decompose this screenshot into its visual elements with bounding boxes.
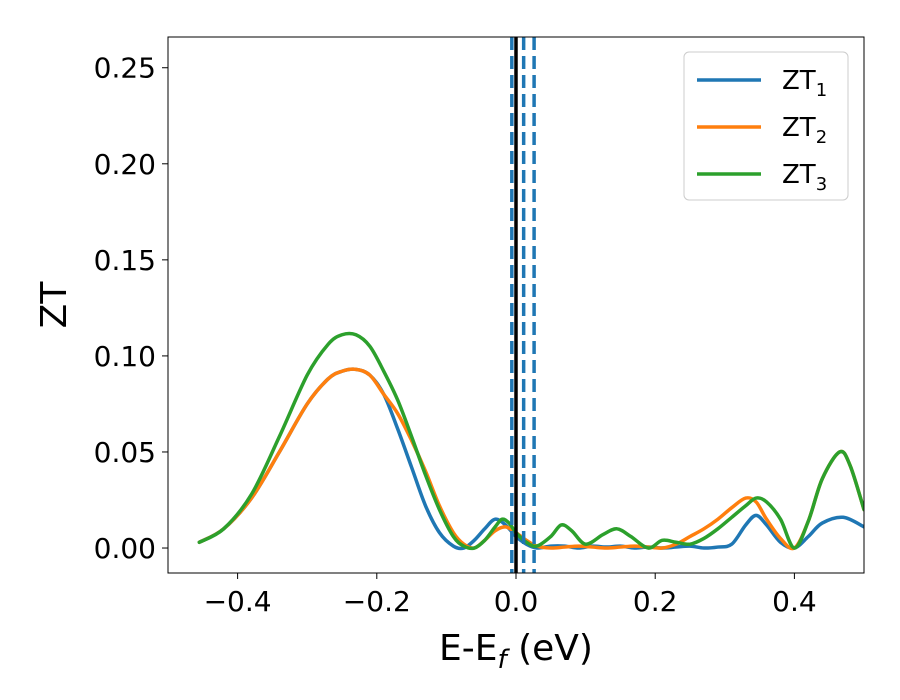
y-tick-label: 0.15	[94, 244, 156, 277]
y-tick-label: 0.20	[94, 148, 156, 181]
series-line-zt2	[197, 367, 864, 551]
y-tick-label: 0.25	[94, 52, 156, 85]
x-tick-label: 0.4	[772, 585, 817, 618]
series-line-zt3	[197, 331, 864, 551]
x-tick-label: 0.2	[633, 585, 678, 618]
plot-area	[197, 37, 864, 573]
legend: ZT1 ZT2 ZT3	[683, 51, 849, 201]
x-tick-label: −0.4	[204, 585, 272, 618]
y-tick-label: 0.00	[94, 532, 156, 565]
ticks: −0.4 −0.2 0.0 0.2 0.4 0.00 0.05 0.10 0.15 0.20 0.2…	[94, 52, 817, 618]
series-group	[197, 37, 864, 573]
y-axis-label: ZT	[34, 281, 75, 329]
legend-label-zt1: ZT1	[782, 66, 827, 101]
y-tick-label: 0.10	[94, 340, 156, 373]
x-tick-label: −0.2	[343, 585, 411, 618]
x-tick-label: 0.0	[494, 585, 539, 618]
x-axis-label: E-Ef (eV)	[439, 628, 593, 675]
legend-label-zt3: ZT3	[782, 160, 827, 195]
legend-box	[683, 51, 849, 201]
y-tick-label: 0.05	[94, 436, 156, 469]
legend-label-zt2: ZT2	[782, 113, 827, 148]
